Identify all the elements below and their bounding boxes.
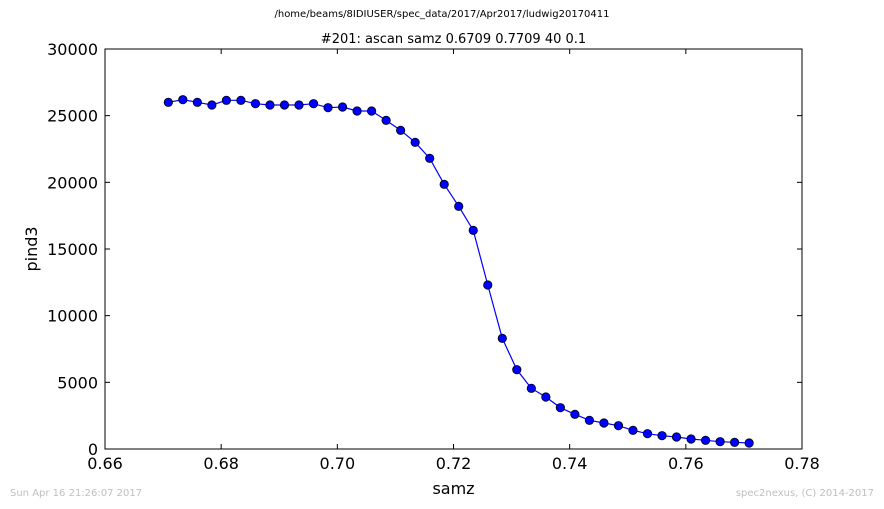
x-tick-label: 0.70 <box>320 454 356 473</box>
footer-timestamp: Sun Apr 16 21:26:07 2017 <box>10 488 143 499</box>
footer-credit: spec2nexus, (C) 2014-2017 <box>735 488 874 499</box>
x-tick-label: 0.72 <box>436 454 472 473</box>
data-point <box>294 100 304 110</box>
data-point <box>221 95 231 105</box>
x-axis-label: samz <box>432 479 474 498</box>
data-point <box>483 280 493 290</box>
data-point <box>207 100 217 110</box>
data-point <box>323 103 333 113</box>
x-tick-label: 0.74 <box>552 454 588 473</box>
axis-ticks: 0.66 0.68 0.70 0.72 0.74 0.76 0.78 0 5000 10000 15… <box>47 40 820 473</box>
data-point <box>657 431 667 441</box>
data-point <box>279 100 290 110</box>
data-point <box>555 403 565 413</box>
data-point <box>454 201 464 211</box>
data-point <box>439 179 449 189</box>
data-point <box>700 435 711 445</box>
y-tick-label: 20000 <box>47 173 98 192</box>
data-point <box>526 383 536 393</box>
data-point <box>308 99 319 109</box>
data-point <box>671 432 682 442</box>
data-point <box>236 95 246 105</box>
data-point <box>425 153 435 163</box>
x-tick-label: 0.66 <box>87 454 123 473</box>
x-tick-label: 0.76 <box>668 454 704 473</box>
data-point <box>686 434 696 444</box>
file-path-header: /home/beams/8IDIUSER/spec_data/2017/Apr2… <box>274 9 610 20</box>
plot-area <box>104 48 803 450</box>
data-point <box>163 97 173 107</box>
data-point <box>613 421 624 431</box>
data-point <box>541 392 551 402</box>
y-tick-label: 15000 <box>47 240 98 259</box>
data-point <box>396 125 406 135</box>
data-point <box>352 106 362 116</box>
data-point <box>497 333 507 343</box>
data-point <box>367 106 377 116</box>
data-point <box>628 425 638 435</box>
data-point <box>468 225 478 235</box>
y-tick-label: 30000 <box>47 40 98 59</box>
data-point <box>642 429 653 439</box>
y-tick-label: 25000 <box>47 107 98 126</box>
x-tick-label: 0.68 <box>203 454 239 473</box>
series-group <box>163 95 754 448</box>
data-point <box>730 437 740 447</box>
x-tick-label: 0.78 <box>784 454 820 473</box>
data-point <box>250 99 261 109</box>
data-point <box>381 115 391 125</box>
y-tick-label: 0 <box>88 440 98 459</box>
data-point <box>337 102 348 112</box>
data-point <box>178 95 188 105</box>
data-point <box>744 438 754 448</box>
y-tick-label: 5000 <box>57 373 98 392</box>
data-point <box>570 409 580 419</box>
data-point <box>265 100 275 110</box>
chart-title: #201: ascan samz 0.6709 0.7709 40 0.1 <box>321 32 586 47</box>
y-tick-label: 10000 <box>47 307 98 326</box>
data-point <box>192 97 202 107</box>
data-point <box>599 418 609 428</box>
data-point <box>715 437 725 447</box>
data-point <box>584 415 595 425</box>
y-axis-label: pind3 <box>22 226 41 271</box>
data-point <box>410 137 420 147</box>
data-point <box>512 365 522 375</box>
